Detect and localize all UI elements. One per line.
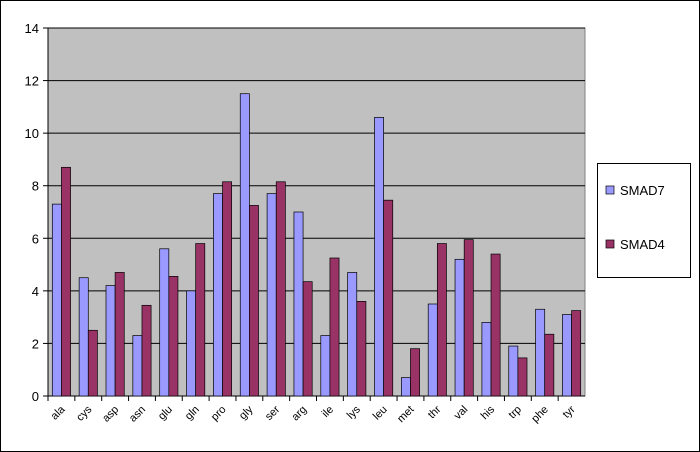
bar: [356, 301, 367, 397]
plot-area: [47, 27, 586, 397]
y-tick-label: 14: [25, 21, 39, 36]
legend-swatch: [605, 185, 615, 195]
bar: [481, 322, 492, 397]
bar: [141, 304, 152, 397]
y-tick-label: 4: [32, 284, 39, 299]
legend: [597, 163, 691, 278]
bar: [347, 272, 358, 397]
y-tick-label: 6: [32, 231, 39, 246]
y-tick-label: 0: [32, 389, 39, 404]
bar: [132, 335, 143, 397]
bar: [329, 257, 340, 397]
bar: [320, 335, 331, 397]
bar: [105, 285, 116, 397]
bar: [400, 377, 411, 397]
bar: [275, 181, 286, 397]
y-tick-label: 2: [32, 336, 39, 351]
bar: [114, 272, 125, 397]
y-tick-label: 12: [25, 74, 39, 89]
bar: [535, 308, 546, 397]
bar: [213, 193, 223, 397]
y-tick-label: 10: [25, 126, 39, 141]
bar: [427, 303, 438, 397]
bar: [517, 357, 528, 397]
legend-swatch: [605, 239, 615, 249]
bar: [571, 310, 582, 397]
bar: [508, 345, 519, 397]
legend-label: SMAD4: [620, 237, 665, 252]
bar: [168, 276, 179, 397]
bar: [410, 348, 420, 397]
legend-label: SMAD7: [620, 183, 665, 198]
bar: [293, 211, 304, 397]
bar: [51, 203, 62, 397]
bar: [249, 205, 259, 397]
bar: [239, 93, 250, 397]
bar: [195, 243, 206, 397]
bar: [302, 281, 313, 397]
bar: [383, 199, 394, 397]
bar: [222, 181, 233, 397]
bar: [490, 253, 501, 397]
bar: [463, 239, 474, 397]
bar: [454, 258, 465, 397]
bar: [78, 277, 89, 397]
bar: [544, 333, 555, 397]
bar: [186, 290, 197, 397]
bar: [266, 193, 277, 397]
bar: [562, 314, 572, 397]
bar: [436, 243, 447, 397]
bar: [61, 166, 71, 397]
bar: [374, 117, 384, 397]
y-tick-label: 8: [32, 179, 39, 194]
bar: [159, 248, 170, 397]
bar: [87, 329, 98, 397]
